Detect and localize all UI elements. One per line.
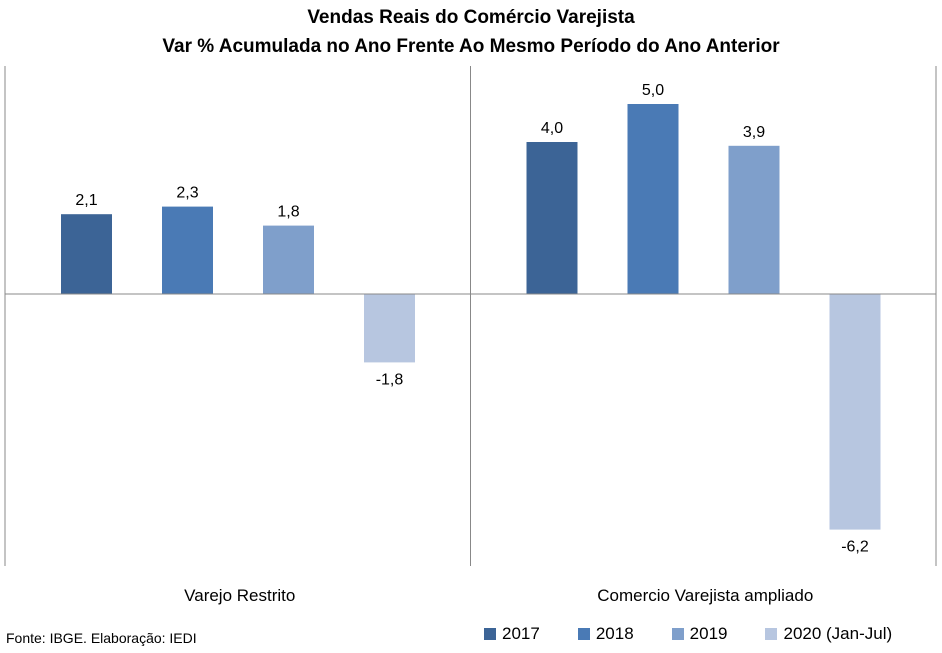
chart-title: Vendas Reais do Comércio Varejista: [307, 7, 635, 28]
legend-swatch: [765, 628, 778, 640]
legend-label: 2018: [595, 624, 634, 643]
legend-swatch: [671, 628, 684, 640]
bar-2017-2: [526, 142, 578, 294]
bar-2017-1: [61, 214, 112, 294]
source-note: Fonte: IBGE. Elaboração: IEDI: [6, 630, 197, 646]
legend-item: 2020 (Jan-Jul): [765, 624, 892, 644]
legend-label: 2020 (Jan-Jul): [783, 624, 893, 643]
bar-2020-jan-jul--2: [829, 294, 881, 530]
category-label: Comercio Varejista ampliado: [597, 586, 813, 605]
legend-swatch: [484, 628, 496, 640]
chart-subtitle: Var % Acumulada no Ano Frente Ao Mesmo P…: [162, 36, 780, 57]
legend-item: 2017: [484, 624, 540, 644]
data-label: 4,0: [541, 120, 563, 137]
bar-2018-2: [627, 104, 679, 294]
data-label: -6,2: [841, 539, 869, 556]
data-label: 1,8: [277, 204, 299, 221]
legend-item: 2018: [577, 624, 634, 644]
legend-label: 2017: [502, 624, 540, 643]
data-label: 2,3: [176, 185, 198, 202]
legend-item: 2019: [671, 624, 728, 644]
legend: 2017 2018 2019 2020 (Jan-Jul): [484, 624, 892, 644]
data-label: 5,0: [642, 82, 664, 99]
legend-swatch: [577, 628, 590, 640]
data-label: -1,8: [376, 371, 404, 388]
category-label: Varejo Restrito: [184, 586, 295, 605]
bar-2019-1: [263, 225, 314, 294]
data-label: 3,9: [743, 124, 765, 141]
bar-2020-jan-jul--1: [364, 294, 415, 363]
bar-2019-2: [728, 145, 780, 294]
bar-2018-1: [162, 206, 213, 294]
data-label: 2,1: [75, 192, 97, 209]
legend-label: 2019: [689, 624, 728, 643]
